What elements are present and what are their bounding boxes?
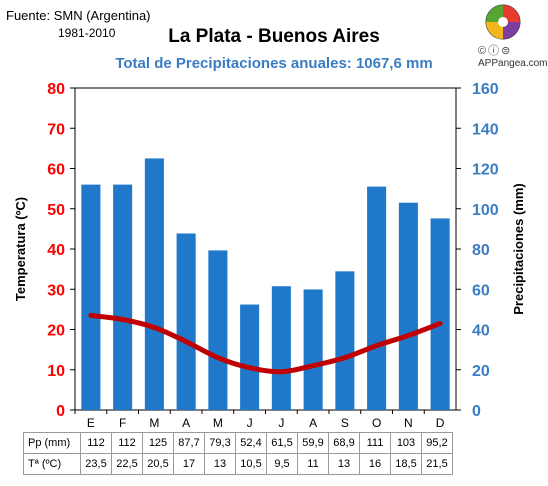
brand-label: APPangea.com xyxy=(478,58,548,69)
left-axis-tick-label: 60 xyxy=(47,162,65,179)
month-label: A xyxy=(182,416,190,430)
precipitation-bar xyxy=(335,271,355,410)
precipitation-bar xyxy=(176,233,196,410)
table-row-label: Pp (mm) xyxy=(23,432,81,454)
table-cell: 13 xyxy=(328,453,360,475)
right-axis-tick-label: 40 xyxy=(472,323,490,340)
precipitation-bar xyxy=(208,250,228,410)
table-cell: 68,9 xyxy=(328,432,360,454)
precipitation-bar xyxy=(367,186,387,410)
right-axis-tick-label: 80 xyxy=(472,242,490,259)
source-label: Fuente: SMN (Argentina) xyxy=(6,8,151,23)
month-label: M xyxy=(213,416,223,430)
left-axis-tick-label: 10 xyxy=(47,363,65,380)
precipitation-bar xyxy=(398,202,418,410)
month-label: N xyxy=(404,416,413,430)
data-table: Pp (mm) 112 112 125 87,7 79,3 52,4 61,5 59,9 68,9… xyxy=(23,432,453,475)
table-cell: 112 xyxy=(80,432,112,454)
table-cell: 112 xyxy=(111,432,143,454)
chart-title: La Plata - Buenos Aires xyxy=(168,26,380,47)
left-axis-tick-label: 0 xyxy=(56,403,65,420)
precipitation-bar xyxy=(240,304,260,410)
left-axis-tick-label: 80 xyxy=(47,81,65,98)
table-cell: 17 xyxy=(173,453,205,475)
left-axis-tick-label: 70 xyxy=(47,121,65,138)
table-cell: 23,5 xyxy=(80,453,112,475)
left-axis-title: Temperatura (ºC) xyxy=(13,197,28,301)
table-cell: 16 xyxy=(359,453,391,475)
left-axis-tick-label: 30 xyxy=(47,282,65,299)
appangea-logo-icon xyxy=(485,4,521,40)
right-axis-tick-label: 100 xyxy=(472,202,499,219)
table-cell: 95,2 xyxy=(421,432,453,454)
left-axis-tick-label: 20 xyxy=(47,323,65,340)
table-cell: 103 xyxy=(390,432,422,454)
table-cell: 59,9 xyxy=(297,432,329,454)
precipitation-bar xyxy=(430,218,450,410)
table-row: Pp (mm) 112 112 125 87,7 79,3 52,4 61,5 59,9 68,9… xyxy=(23,432,453,454)
left-axis-tick-label: 50 xyxy=(47,202,65,219)
month-label: A xyxy=(309,416,317,430)
table-cell: 9,5 xyxy=(266,453,298,475)
precipitation-bar xyxy=(81,184,101,410)
table-cell: 111 xyxy=(359,432,391,454)
chart-subtitle: Total de Precipitaciones anuales: 1067,6… xyxy=(115,55,433,72)
right-axis-tick-label: 140 xyxy=(472,121,499,138)
precipitation-bar xyxy=(144,158,164,410)
month-label: J xyxy=(247,416,253,430)
month-label: F xyxy=(119,416,126,430)
month-label: D xyxy=(436,416,445,430)
table-cell: 79,3 xyxy=(204,432,236,454)
license-icons: ©ⓘ⊜ xyxy=(478,45,513,57)
month-label: M xyxy=(149,416,159,430)
right-axis-tick-label: 60 xyxy=(472,282,490,299)
precipitation-bar xyxy=(303,289,323,410)
table-cell: 18,5 xyxy=(390,453,422,475)
table-cell: 13 xyxy=(204,453,236,475)
table-cell: 125 xyxy=(142,432,174,454)
table-cell: 10,5 xyxy=(235,453,267,475)
precipitation-bar xyxy=(271,286,291,410)
right-axis-tick-label: 20 xyxy=(472,363,490,380)
right-axis-tick-label: 120 xyxy=(472,162,499,179)
month-label: O xyxy=(372,416,381,430)
table-cell: 21,5 xyxy=(421,453,453,475)
temperature-line xyxy=(88,312,443,375)
table-cell: 52,4 xyxy=(235,432,267,454)
month-label: S xyxy=(341,416,349,430)
climate-chart: 0 10 20 30 40 50 60 70 80 0 20 40 60 80 100 120 140 160 E F… xyxy=(13,81,526,430)
table-cell: 11 xyxy=(297,453,329,475)
table-cell: 87,7 xyxy=(173,432,205,454)
month-label: E xyxy=(87,416,95,430)
precipitation-bar xyxy=(113,184,133,410)
month-label: J xyxy=(278,416,284,430)
table-cell: 61,5 xyxy=(266,432,298,454)
right-axis-tick-label: 0 xyxy=(472,403,481,420)
table-row-label: Tª (ºC) xyxy=(23,453,81,475)
right-axis-title: Precipitaciones (mm) xyxy=(511,183,526,315)
left-axis-tick-label: 40 xyxy=(47,242,65,259)
table-cell: 22,5 xyxy=(111,453,143,475)
table-cell: 20,5 xyxy=(142,453,174,475)
period-label: 1981-2010 xyxy=(58,26,116,40)
right-axis-tick-label: 160 xyxy=(472,81,499,98)
table-row: Tª (ºC) 23,5 22,5 20,5 17 13 10,5 9,5 11 13 16 18,5… xyxy=(23,453,453,475)
